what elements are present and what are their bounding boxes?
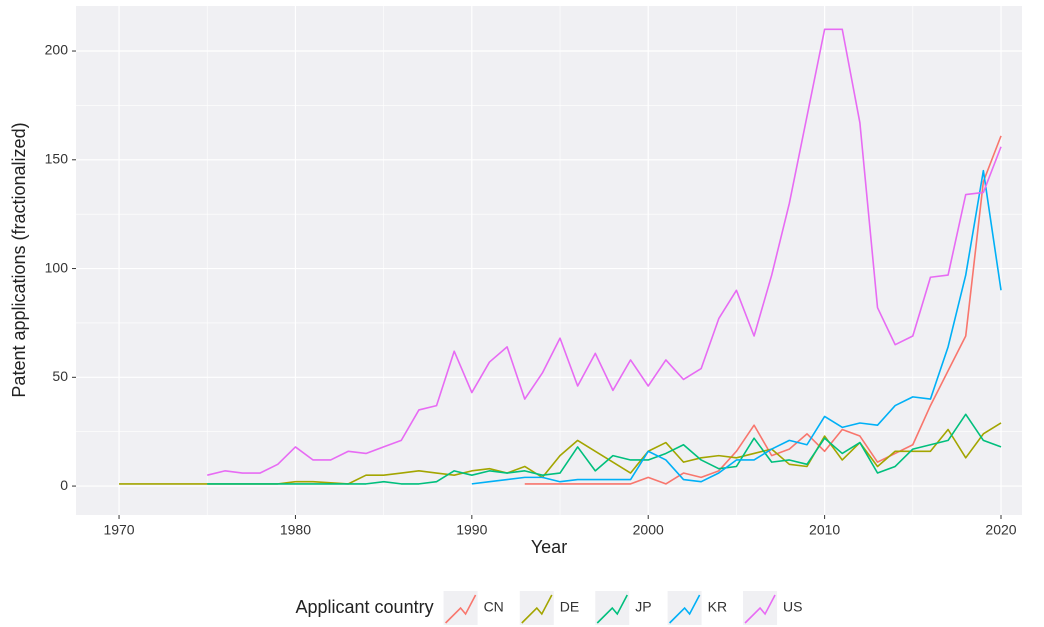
y-tick-label: 50 [52,368,68,384]
legend-label: DE [560,599,579,615]
x-axis-label: Year [531,537,567,557]
x-tick-label: 1970 [103,522,134,538]
y-tick-label: 150 [45,150,69,166]
x-tick-label: 2020 [985,522,1016,538]
series-line [207,413,1002,485]
legend-symbol [744,594,776,624]
x-tick-label: 1980 [280,522,311,538]
y-tick-label: 0 [60,477,68,493]
series-line [524,135,1002,485]
y-tick-label: 100 [45,259,69,275]
legend-label: CN [484,599,504,615]
legend-symbol [596,594,628,624]
x-tick-label: 1990 [456,522,487,538]
panel [76,6,1022,515]
legend-label: US [783,599,802,615]
series-line [471,169,1002,485]
legend-symbol [669,594,701,624]
series-line [207,28,1002,476]
legend: Applicant country CN DE JP KR US [295,591,803,625]
legend-label: JP [635,599,651,615]
y-tick-label: 200 [45,42,69,58]
legend-symbol [445,594,477,624]
x-tick-label: 2000 [633,522,664,538]
legend-symbol [521,594,553,624]
y-axis-label: Patent applications (fractionalized) [9,122,29,397]
legend-label: KR [708,599,727,615]
legend-title: Applicant country [295,597,433,617]
x-tick-label: 2010 [809,522,840,538]
